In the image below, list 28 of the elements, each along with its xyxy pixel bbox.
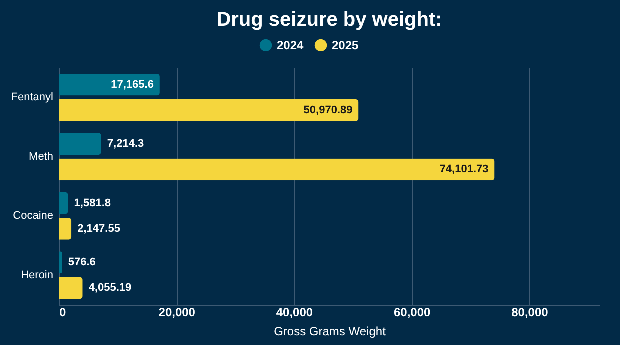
data-label: 2,147.55 — [78, 222, 120, 235]
data-label: 576.6 — [68, 256, 96, 269]
data-label: 50,970.89 — [304, 104, 353, 116]
x-tick-label: 80,000 — [512, 306, 549, 320]
chart-title: Drug seizure by weight: — [216, 9, 442, 31]
bar — [59, 192, 68, 214]
data-label: 74,101.73 — [440, 164, 489, 176]
data-label: 7,214.3 — [107, 138, 144, 150]
x-tick-label: 60,000 — [394, 306, 432, 320]
y-tick-label: Heroin — [21, 269, 54, 282]
data-label: 1,581.8 — [74, 197, 112, 210]
legend-label: 2025 — [332, 38, 360, 52]
bar — [59, 218, 72, 240]
y-tick-label: Meth — [29, 150, 54, 163]
data-label: 4,055.19 — [88, 282, 132, 294]
bar — [59, 100, 359, 122]
x-tick-label: 20,000 — [158, 306, 196, 320]
bar — [59, 158, 495, 181]
x-axis-title: Gross Grams Weight — [274, 324, 387, 338]
bar — [59, 74, 160, 96]
bar — [59, 277, 83, 300]
bar — [59, 133, 102, 155]
x-tick-label: 0 — [60, 306, 66, 320]
y-tick-label: Cocaine — [13, 210, 54, 222]
legend-label: 2024 — [277, 38, 304, 52]
data-label: 17,165.6 — [111, 78, 154, 91]
y-tick-label: Fentanyl — [11, 92, 54, 104]
x-tick-label: 40,000 — [276, 306, 314, 320]
